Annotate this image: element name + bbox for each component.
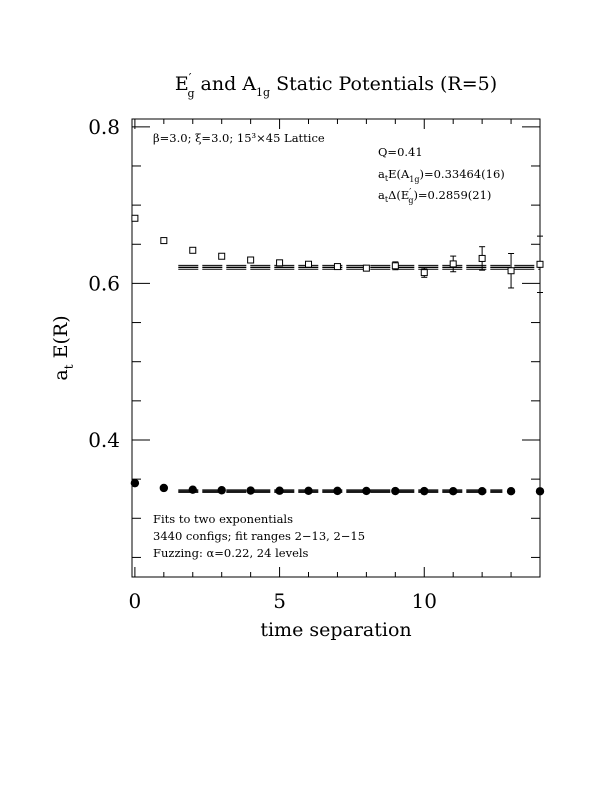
data-point-a1g bbox=[188, 485, 197, 494]
data-point-eg bbox=[420, 269, 428, 277]
fit-lines bbox=[178, 264, 540, 493]
y-axis-label-text: at E(R) bbox=[50, 315, 76, 380]
fit-details-line: Fuzzing: α=0.22, 24 levels bbox=[153, 546, 309, 560]
fit-info-annotation: Q=0.41 atE(A1g)=0.33464(16) atΔ(E′ g)=0.285… bbox=[378, 145, 505, 205]
data-point-a1g bbox=[362, 486, 371, 496]
data-point-eg bbox=[305, 260, 313, 268]
data-point-a1g bbox=[506, 486, 516, 496]
axis-ticks bbox=[132, 119, 541, 577]
data-point-eg bbox=[449, 260, 457, 268]
x-axis-label: time separation bbox=[260, 619, 411, 641]
chart-title-text: E′g​ and A1g​ Static Potentials (R=5) bbox=[175, 71, 497, 100]
y-tick-label: 0.4 bbox=[88, 428, 120, 452]
data-point-eg bbox=[362, 264, 370, 272]
data-point-a1g bbox=[391, 486, 400, 496]
data-point-eg bbox=[507, 267, 515, 275]
data-point-eg bbox=[333, 263, 341, 271]
y-tick-label: 0.6 bbox=[88, 271, 120, 295]
y-tick-label: 0.8 bbox=[88, 115, 120, 139]
data-point-eg bbox=[391, 262, 399, 270]
plot-frame bbox=[131, 118, 541, 578]
data-point-eg bbox=[276, 259, 284, 267]
fit-details-annotation: Fits to two exponentials 3440 configs; fi… bbox=[153, 512, 365, 560]
data-points bbox=[130, 214, 545, 496]
data-point-a1g bbox=[333, 486, 342, 496]
data-point-a1g bbox=[420, 486, 429, 496]
chart-title: E′g​ and A1g​ Static Potentials (R=5) bbox=[175, 71, 497, 100]
x-tick-label: 10 bbox=[412, 589, 437, 613]
data-point-a1g bbox=[535, 487, 545, 496]
x-tick-label: 5 bbox=[273, 589, 286, 613]
data-point-a1g bbox=[246, 486, 255, 495]
data-point-a1g bbox=[217, 486, 226, 495]
data-point-eg bbox=[247, 256, 255, 264]
data-point-a1g bbox=[130, 478, 140, 488]
data-point-eg bbox=[131, 214, 139, 222]
fit-details-line: 3440 configs; fit ranges 2−13, 2−15 bbox=[153, 529, 365, 543]
x-tick-label: 0 bbox=[129, 589, 142, 613]
data-point-a1g bbox=[477, 486, 487, 496]
tick-labels: 0 5 10 0.4 0.6 0.8 bbox=[88, 115, 437, 613]
data-point-eg bbox=[478, 254, 486, 262]
fit-a1g-energy: atE(A1g)=0.33464(16) bbox=[378, 167, 505, 184]
data-point-a1g bbox=[159, 483, 169, 493]
data-point-eg bbox=[189, 246, 197, 254]
data-point-a1g bbox=[304, 486, 313, 496]
data-point-a1g bbox=[275, 486, 284, 495]
data-point-eg bbox=[536, 260, 544, 268]
data-point-eg bbox=[218, 252, 226, 260]
lattice-annotation: β=3.0; ξ=3.0; 15³×45 Lattice bbox=[153, 131, 325, 145]
fit-eg-gap: atΔ(E′ g)=0.2859(21) bbox=[378, 188, 491, 205]
y-axis-label: at E(R) bbox=[50, 315, 76, 380]
data-point-a1g bbox=[448, 486, 458, 496]
data-point-eg bbox=[160, 237, 168, 245]
fit-details-line: Fits to two exponentials bbox=[153, 512, 293, 526]
fit-q-value: Q=0.41 bbox=[378, 145, 423, 159]
